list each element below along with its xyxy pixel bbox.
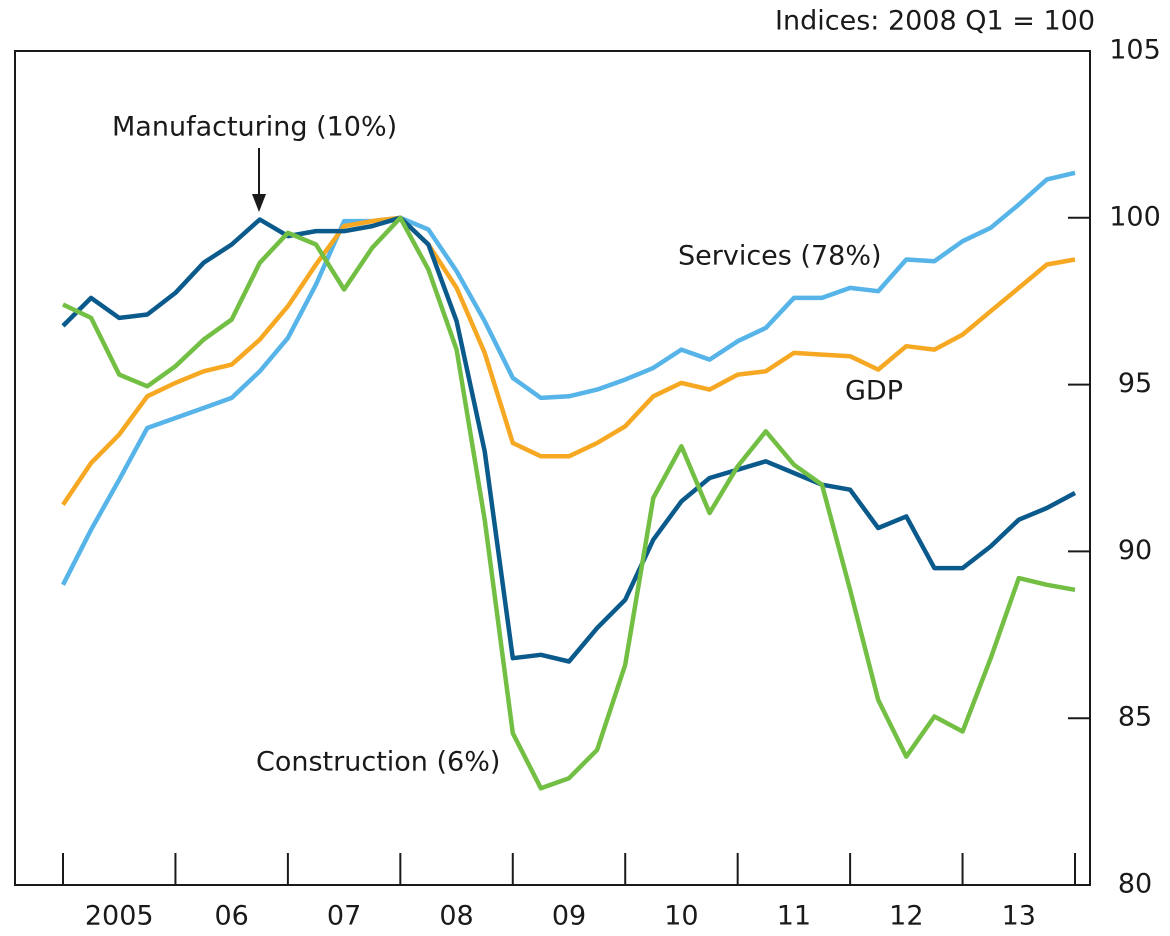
x-tick-label: 2005: [85, 901, 154, 932]
series-line: [61, 215, 1077, 664]
x-tick-label: 07: [327, 901, 361, 932]
x-tick-label: 09: [552, 901, 586, 932]
unit-label: Indices: 2008 Q1 = 100: [775, 6, 1095, 37]
x-tick-label: 08: [439, 901, 473, 932]
x-tick-label: 12: [889, 901, 923, 932]
plot-frame: [14, 50, 1091, 886]
x-tick-label: 06: [214, 901, 248, 932]
y-tick-label: 90: [1118, 535, 1152, 566]
y-tick-label: 95: [1118, 368, 1152, 399]
x-tick-label: 10: [664, 901, 698, 932]
series-label: Construction (6%): [256, 747, 500, 778]
arrow-head: [252, 194, 266, 212]
y-tick-label: 85: [1118, 702, 1152, 733]
x-tick-label: 13: [1002, 901, 1036, 932]
series-label: GDP: [845, 376, 903, 407]
series-line: [62, 215, 1076, 791]
series-line: [61, 215, 1076, 506]
series-line: [60, 170, 1076, 586]
x-tick-label: 11: [777, 901, 811, 932]
y-tick-label: 80: [1118, 869, 1152, 900]
y-tick-label: 100: [1109, 201, 1161, 232]
y-tick-label: 105: [1109, 35, 1161, 66]
series-label: Services (78%): [678, 241, 882, 272]
series-label: Manufacturing (10%): [112, 112, 397, 143]
